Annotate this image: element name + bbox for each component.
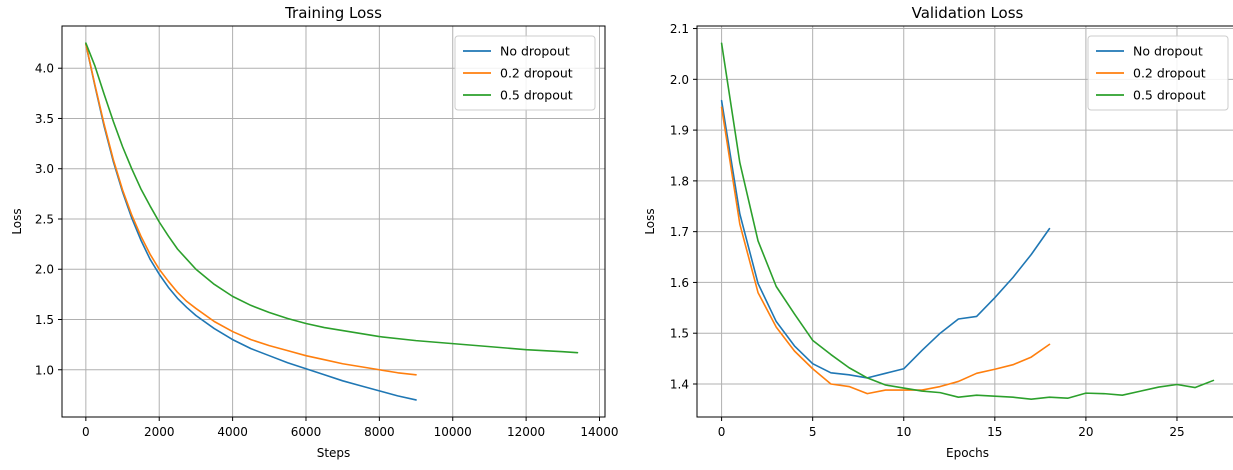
legend-label: 0.2 dropout	[1133, 66, 1206, 81]
axes-frame	[696, 25, 1233, 418]
y-tick-label: 1.0	[35, 363, 54, 377]
y-tick-label: 1.6	[670, 276, 689, 290]
x-tick-label: 0	[82, 425, 90, 439]
x-tick-label: 0	[718, 425, 726, 439]
series-line-0-5-dropout	[720, 42, 1215, 401]
y-tick-label: 3.5	[35, 112, 54, 126]
x-tick-label: 6000	[291, 425, 322, 439]
series-line-0-5-dropout	[85, 42, 579, 354]
x-tick-label: 10	[896, 425, 911, 439]
legend-label: 0.5 dropout	[1133, 88, 1206, 103]
legend-box	[1087, 35, 1229, 111]
y-tick-label: 2.0	[35, 263, 54, 277]
x-axis-label: Steps	[317, 446, 351, 460]
legend-label: 0.2 dropout	[500, 66, 573, 81]
series-line-no-dropout	[720, 99, 1051, 379]
y-tick-label: 1.5	[35, 313, 54, 327]
x-tick-label: 12000	[507, 425, 545, 439]
x-axis-label: Epochs	[946, 446, 989, 460]
legend-label: No dropout	[1133, 44, 1203, 59]
x-tick-label: 10000	[434, 425, 472, 439]
y-tick-label: 2.0	[670, 73, 689, 87]
legend-label: No dropout	[500, 44, 570, 59]
y-tick-label: 2.1	[670, 22, 689, 36]
y-tick-label: 1.7	[670, 225, 689, 239]
y-tick-label: 1.5	[670, 327, 689, 341]
axes-frame	[61, 25, 606, 418]
chart-panel-1: 0 2000 4000 6000 8000 10000 12000 14000 1.0 1.5 2.…	[10, 4, 619, 460]
chart-title: Training Loss	[284, 4, 382, 22]
x-tick-label: 2000	[144, 425, 175, 439]
chart-title: Validation Loss	[912, 4, 1024, 22]
y-axis-label: Loss	[10, 208, 24, 234]
x-tick-label: 25	[1169, 425, 1184, 439]
series-line-0-2-dropout	[720, 106, 1051, 395]
y-tick-label: 1.8	[670, 174, 689, 188]
y-axis-label: Loss	[643, 208, 657, 234]
series-line-0-2-dropout	[85, 43, 417, 376]
x-tick-label: 15	[987, 425, 1002, 439]
x-tick-label: 5	[809, 425, 817, 439]
x-tick-label: 4000	[217, 425, 248, 439]
y-tick-label: 3.0	[35, 162, 54, 176]
legend: No dropout 0.2 dropout 0.5 dropout	[1087, 35, 1229, 111]
y-tick-label: 4.0	[35, 62, 54, 76]
x-tick-label: 14000	[580, 425, 618, 439]
y-tick-label: 1.9	[670, 124, 689, 138]
chart-panel-2: 0 5 10 15 20 25 1.4 1.5 1.6 1.7 1.8 1.9 2.0 2.1 Valida…	[643, 4, 1233, 460]
legend-label: 0.5 dropout	[500, 88, 573, 103]
y-tick-label: 2.5	[35, 212, 54, 226]
legend-box	[454, 35, 596, 111]
y-tick-label: 1.4	[670, 377, 689, 391]
x-tick-label: 20	[1078, 425, 1093, 439]
legend: No dropout 0.2 dropout 0.5 dropout	[454, 35, 596, 111]
x-tick-label: 8000	[364, 425, 395, 439]
